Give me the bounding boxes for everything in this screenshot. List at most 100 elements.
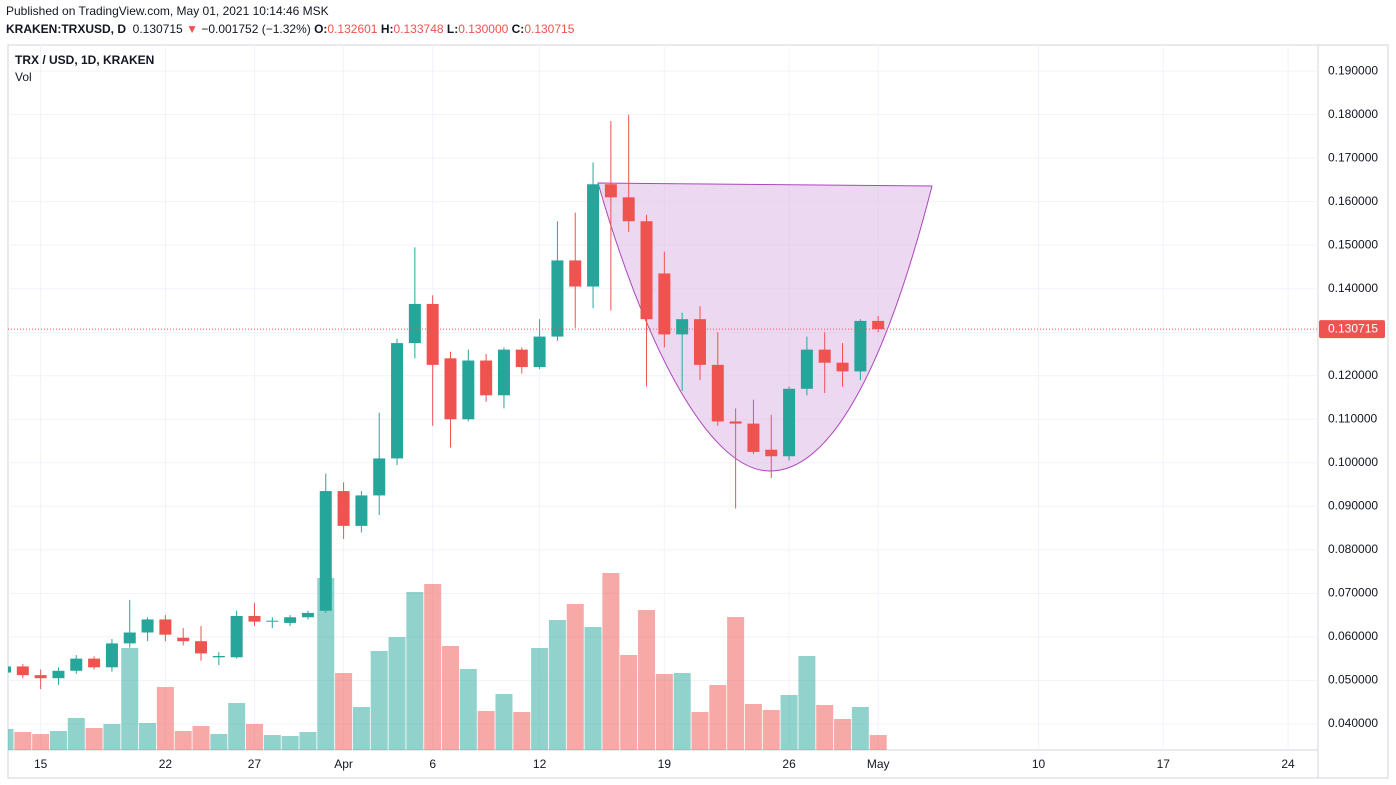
candle-body [658,273,671,335]
volume-bar [673,673,691,750]
candle-body [818,349,831,363]
x-tick-label: 12 [533,757,547,771]
candle-body [159,619,172,635]
candle-body [195,641,208,654]
candle-body [177,637,190,642]
candle-body [693,319,706,365]
candle-body [872,320,885,330]
candle-body [480,360,493,396]
candle-body [408,303,421,344]
candle-body [551,260,564,337]
volume-bar [121,648,139,750]
candle-body [230,615,243,658]
x-tick-label: 19 [658,757,672,771]
candle-body [854,320,867,372]
candle-body [711,364,724,422]
volume-bar [67,718,85,750]
y-tick-label: 0.090000 [1328,498,1378,512]
volume-bar [762,710,780,750]
y-tick-label: 0.040000 [1328,716,1378,730]
volume-bar [174,731,192,750]
candle-body [622,197,635,222]
candle-body [373,458,386,496]
volume-bar [477,711,495,750]
volume [8,573,887,750]
y-tick-label: 0.180000 [1328,107,1378,121]
volume-bar [49,731,67,750]
x-tick-label: 17 [1157,757,1171,771]
volume-bar [85,728,103,750]
volume-bar [780,695,798,750]
candle-body [248,615,261,622]
ohlc-line: KRAKEN:TRXUSD, D 0.130715 ▼ −0.001752 (−… [6,22,574,36]
candle-body [266,620,279,622]
candle-body [212,656,225,658]
published: Published on TradingView.com, May 01, 20… [6,4,329,18]
volume-bar [192,726,210,750]
volume-bar [352,707,370,750]
volume-bar [281,736,299,750]
volume-bar [869,735,887,750]
volume-bar [655,674,673,750]
y-tick-label: 0.160000 [1328,194,1378,208]
candle-body [497,349,510,396]
candle-body [515,349,528,368]
y-tick-label: 0.070000 [1328,586,1378,600]
candle-body [88,658,101,668]
grid [8,45,1318,750]
x-tick-label: 26 [782,757,796,771]
candle-body [640,221,653,320]
candle-body [141,619,154,633]
volume-bar [370,651,388,750]
volume-bar [14,732,32,750]
candle-body [569,260,582,287]
y-tick-label: 0.100000 [1328,455,1378,469]
volume-bar [228,703,246,750]
volume-bar [834,719,852,750]
candle-body [587,184,600,287]
y-tick-label: 0.060000 [1328,629,1378,643]
volume-bar [317,578,335,750]
y-tick-label: 0.050000 [1328,673,1378,687]
candle-body [34,675,47,679]
volume-bar [335,673,353,750]
candle-body [16,666,29,676]
x-tick-label: 6 [429,757,436,771]
candle-body [355,495,368,526]
volume-bar [602,573,620,750]
volume-bar [245,724,263,750]
candle-body [105,643,118,668]
volume-bar [442,646,459,750]
candle-body [123,632,136,644]
volume-bar [548,620,566,750]
candle-body [319,491,332,611]
volume-bar [210,734,228,750]
x-tick-label: May [867,757,890,771]
volume-label: Vol [15,70,32,84]
volume-bar [424,584,442,750]
volume-bar [744,704,762,750]
y-tick-label: 0.120000 [1328,368,1378,382]
volume-bar [32,734,50,750]
volume-bar [459,669,477,750]
candle-body [284,617,297,623]
candle-body [676,319,689,335]
volume-bar [691,712,709,750]
volume-bar [513,712,531,750]
volume-bar [299,732,317,750]
x-tick-label: 10 [1032,757,1046,771]
candle-body [729,421,742,424]
candle-body [783,388,796,457]
candle-body [747,423,760,452]
volume-bar [620,655,638,750]
h-label: H: [380,22,394,36]
x-tick-label: 15 [34,757,48,771]
candle-body [462,360,475,420]
volume-bar [139,723,157,750]
candle-body [391,343,404,459]
candle-body [52,670,65,679]
volume-bar [851,707,869,750]
volume-bar [531,648,549,750]
open: 0.132601 [327,22,378,36]
